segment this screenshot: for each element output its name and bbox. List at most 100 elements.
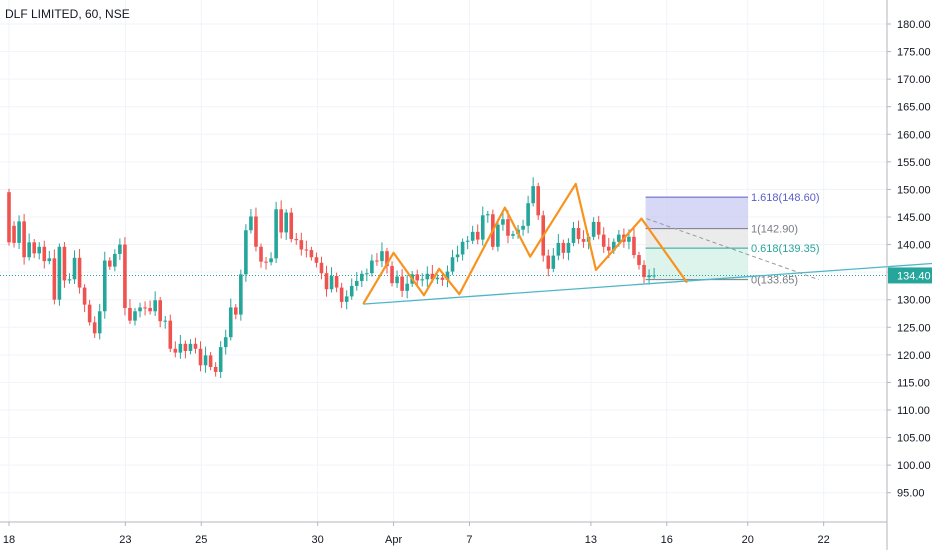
candle-body-17 bbox=[92, 322, 97, 334]
candle-body-68 bbox=[349, 285, 354, 297]
candle-body-48 bbox=[249, 216, 253, 231]
candle-body-119 bbox=[606, 246, 611, 251]
candle-body-8 bbox=[47, 258, 52, 262]
candle-body-6 bbox=[37, 246, 42, 254]
time-tick-label-2: 25 bbox=[195, 534, 207, 546]
candle-body-29 bbox=[153, 300, 157, 312]
candle-body-1 bbox=[12, 225, 16, 243]
candle-body-67 bbox=[344, 296, 349, 302]
candle-body-94 bbox=[480, 215, 485, 240]
drawings[interactable] bbox=[362, 182, 932, 305]
price-tick-label-6: 125.00 bbox=[897, 322, 931, 334]
candle-body-12 bbox=[67, 279, 72, 281]
candle-body-116 bbox=[591, 221, 596, 237]
candle-body-79 bbox=[405, 283, 409, 291]
fib-level-label-0: 1.618(148.60) bbox=[751, 192, 820, 204]
candle-body-75 bbox=[385, 251, 389, 267]
candle-body-84 bbox=[430, 273, 435, 280]
candle-body-97 bbox=[496, 224, 500, 247]
candle-body-109 bbox=[556, 242, 561, 256]
zigzag-pattern[interactable] bbox=[362, 182, 688, 305]
fib-band-1 bbox=[645, 228, 748, 249]
candle-body-39 bbox=[203, 355, 208, 366]
candle-body-71 bbox=[365, 273, 369, 275]
candle-body-108 bbox=[551, 255, 556, 269]
candle-body-65 bbox=[334, 275, 339, 288]
last-price-label: 134.40 bbox=[897, 270, 931, 282]
candle-body-102 bbox=[521, 225, 525, 230]
dashed-projection-line[interactable] bbox=[646, 218, 819, 281]
time-tick-label-4: Apr bbox=[385, 534, 402, 546]
candle-body-14 bbox=[77, 257, 82, 288]
candle-body-69 bbox=[354, 280, 359, 286]
price-tick-label-1: 100.00 bbox=[897, 460, 931, 472]
candle-body-70 bbox=[360, 273, 364, 281]
time-tick-label-5: 7 bbox=[466, 534, 472, 546]
candle-body-113 bbox=[576, 228, 581, 240]
support-trendline[interactable] bbox=[363, 262, 932, 305]
candle-body-25 bbox=[133, 311, 137, 321]
candle-body-73 bbox=[375, 260, 379, 262]
candle-body-88 bbox=[450, 257, 455, 272]
candle-body-23 bbox=[123, 244, 127, 308]
candle-body-11 bbox=[62, 246, 67, 281]
price-tick-label-14: 165.00 bbox=[897, 102, 931, 114]
candle-body-124 bbox=[632, 236, 636, 256]
candle-body-53 bbox=[274, 209, 278, 259]
time-tick-label-9: 22 bbox=[818, 534, 830, 546]
candle-body-110 bbox=[561, 242, 566, 253]
candle-body-107 bbox=[546, 255, 551, 269]
candle-body-127 bbox=[647, 275, 651, 278]
candle-body-47 bbox=[244, 230, 248, 275]
last-price-badge bbox=[888, 267, 932, 284]
fib-level-label-2: 0.618(139.35) bbox=[751, 243, 820, 255]
candle-body-18 bbox=[97, 311, 102, 334]
candle-body-2 bbox=[17, 221, 21, 243]
time-axis[interactable]: 18232530Apr71316202227 bbox=[0, 521, 932, 546]
candle-body-59 bbox=[304, 249, 309, 251]
fib-level-label-1: 1(142.90) bbox=[751, 224, 798, 236]
candle-body-46 bbox=[239, 274, 243, 315]
candle-body-58 bbox=[299, 240, 304, 250]
candle-body-128 bbox=[652, 275, 656, 277]
fibonacci-extension[interactable]: 1.618(148.60) 1(142.90) 0.618(139.35) 0(133… bbox=[645, 192, 820, 287]
candle-body-66 bbox=[339, 287, 344, 302]
time-tick-label-8: 20 bbox=[742, 534, 754, 546]
candle-body-60 bbox=[309, 250, 314, 258]
candle-body-120 bbox=[612, 241, 616, 251]
candle-body-22 bbox=[118, 244, 122, 254]
candle-body-64 bbox=[329, 275, 334, 290]
candles bbox=[7, 177, 656, 378]
price-tick-label-11: 150.00 bbox=[897, 184, 931, 196]
candle-body-35 bbox=[183, 343, 188, 351]
candle-body-7 bbox=[42, 246, 47, 262]
candle-body-21 bbox=[113, 253, 117, 267]
candle-body-118 bbox=[601, 234, 606, 247]
candle-body-126 bbox=[642, 264, 646, 278]
candle-body-90 bbox=[460, 241, 465, 255]
candle-body-76 bbox=[390, 266, 394, 284]
fib-level-label-3: 0(133.65) bbox=[751, 275, 798, 287]
time-tick-label-1: 23 bbox=[119, 534, 131, 546]
price-axis[interactable]: 95.00 100.00 105.00 110.00 115.00 120.00 125.0… bbox=[886, 0, 932, 550]
fib-band-0618 bbox=[645, 248, 748, 280]
candle-body-104 bbox=[531, 186, 535, 204]
candle-body-114 bbox=[581, 239, 586, 242]
candle-body-123 bbox=[627, 236, 631, 242]
candle-body-85 bbox=[435, 277, 440, 280]
candle-body-20 bbox=[108, 260, 112, 267]
candle-body-103 bbox=[526, 203, 530, 226]
candle-body-4 bbox=[27, 242, 31, 258]
candle-body-83 bbox=[425, 273, 430, 280]
candle-body-38 bbox=[198, 348, 203, 366]
candle-body-117 bbox=[596, 221, 601, 235]
candle-body-44 bbox=[228, 307, 233, 338]
candle-body-27 bbox=[143, 307, 147, 309]
candle-body-30 bbox=[158, 300, 162, 322]
chart-title: DLF LIMITED, 60, NSE bbox=[5, 7, 130, 21]
price-tick-label-2: 105.00 bbox=[897, 433, 931, 445]
candle-body-74 bbox=[380, 251, 384, 262]
candle-body-87 bbox=[445, 271, 450, 280]
